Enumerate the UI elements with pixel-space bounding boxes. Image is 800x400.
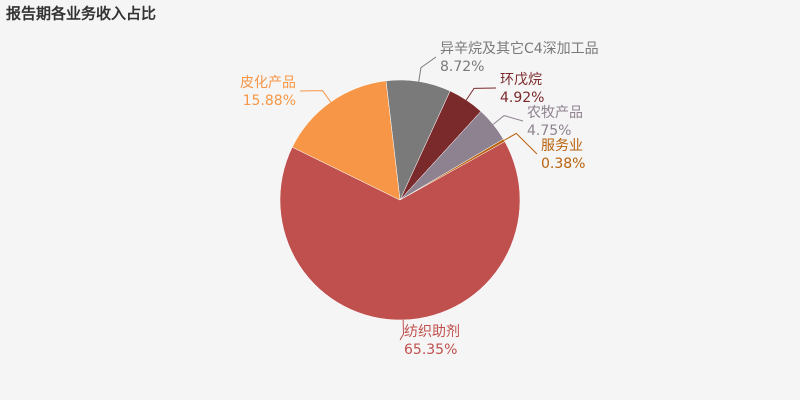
slice-label: 皮化产品: [240, 75, 296, 91]
slice-label: 农牧产品: [527, 105, 583, 121]
leader-line: [503, 132, 538, 155]
leader-line: [492, 115, 524, 125]
slice-value: 0.38%: [541, 156, 585, 172]
leader-line: [299, 90, 332, 103]
leader-line: [465, 87, 497, 101]
slice-value: 4.92%: [500, 90, 544, 106]
slice-value: 15.88%: [243, 93, 296, 109]
chart-title: 报告期各业务收入占比: [6, 5, 156, 23]
slice-value: 4.75%: [527, 123, 571, 139]
slice-value: 8.72%: [440, 59, 484, 75]
slice-label: 纺织助剂: [404, 324, 460, 340]
leader-line: [418, 56, 437, 82]
slice-label: 环戊烷: [500, 72, 542, 88]
slice-label: 异辛烷及其它C4深加工品: [440, 40, 599, 57]
slice-value: 65.35%: [404, 342, 457, 358]
leader-line: [399, 319, 405, 341]
slice-label: 服务业: [541, 138, 583, 154]
